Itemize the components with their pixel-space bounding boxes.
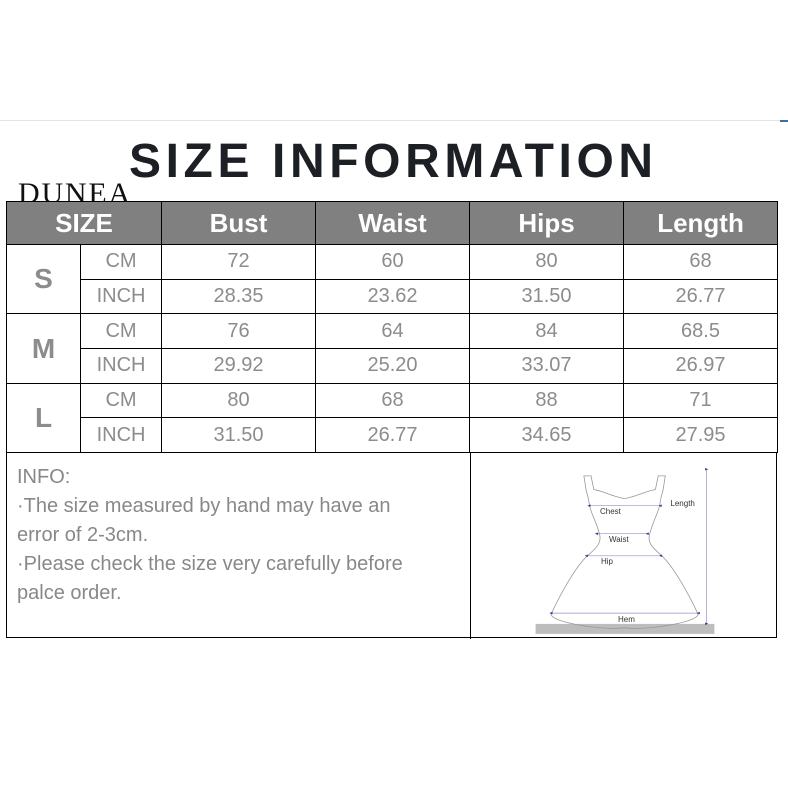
svg-text:Waist: Waist [609, 535, 629, 544]
svg-text:Hem: Hem [618, 615, 635, 624]
svg-text:Length: Length [670, 499, 694, 508]
svg-text:Chest: Chest [600, 507, 622, 516]
svg-text:Hip: Hip [601, 557, 614, 566]
